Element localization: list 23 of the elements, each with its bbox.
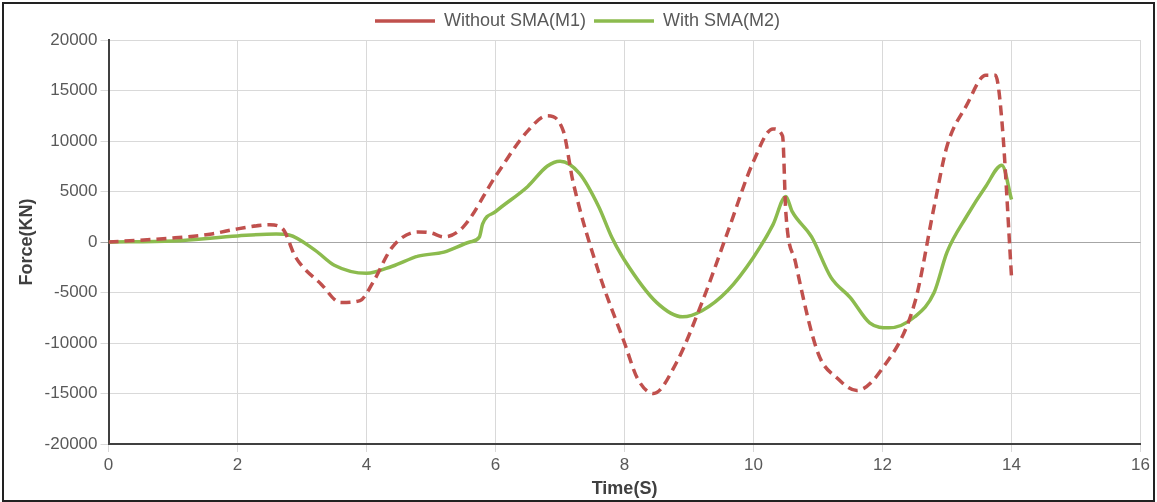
legend-label: With SMA(M2) — [663, 9, 781, 30]
legend-label: Without SMA(M1) — [443, 9, 587, 30]
x-axis-title: Time(S) — [591, 478, 658, 499]
y-tick-label: -15000 — [44, 383, 98, 403]
y-tick-label: -10000 — [44, 332, 98, 352]
line-series — [108, 73, 1014, 396]
y-tick-label: 20000 — [50, 29, 98, 49]
x-tick-label: 0 — [103, 454, 114, 474]
y-tick-label: 10000 — [50, 130, 98, 150]
x-tick-label: 2 — [232, 454, 243, 474]
x-tick-label: 12 — [873, 454, 892, 474]
y-tick-label: 15000 — [50, 80, 98, 100]
x-tick-label: 16 — [1131, 454, 1151, 474]
y-tick-label: -20000 — [44, 433, 98, 453]
x-tick-label: 4 — [361, 454, 372, 474]
x-tick-label: 8 — [619, 454, 630, 474]
y-tick-label: 0 — [88, 231, 98, 251]
y-tick-label: -5000 — [54, 282, 98, 302]
x-tick-label: 10 — [744, 454, 763, 474]
x-tick-label: 14 — [1002, 454, 1021, 474]
y-tick-label: 5000 — [59, 181, 98, 201]
y-axis-title: Force(KN) — [15, 198, 36, 286]
x-tick-label: 6 — [490, 454, 501, 474]
